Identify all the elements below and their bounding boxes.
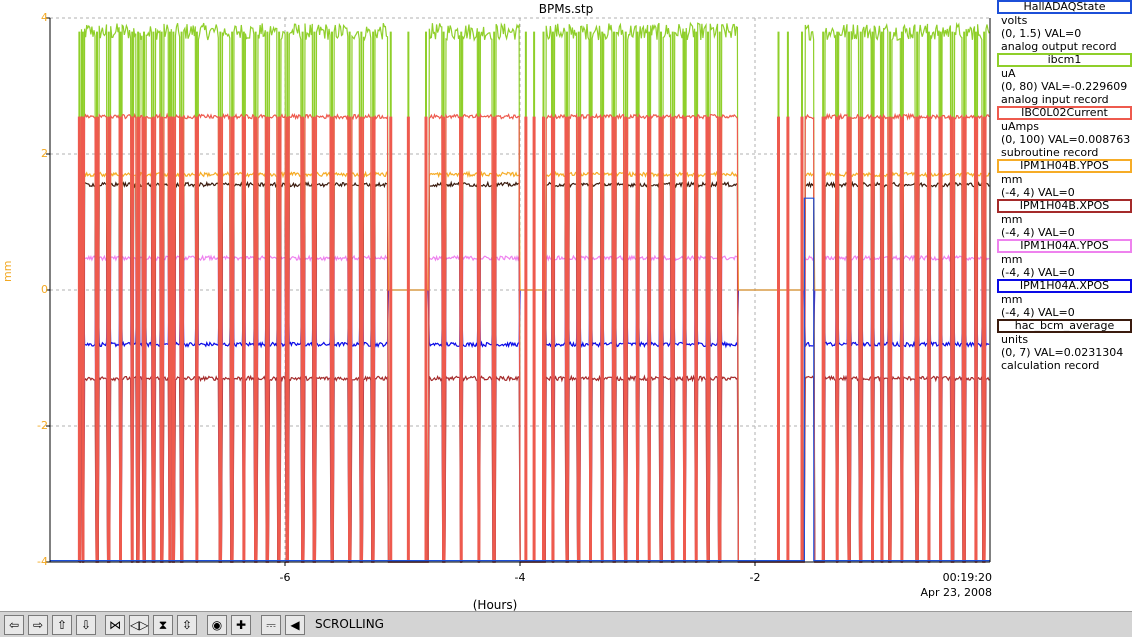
x-end-date-label: Apr 23, 2008 <box>920 586 992 599</box>
legend-series-name[interactable]: IPM1H04A.XPOS <box>997 279 1132 293</box>
strip-chart[interactable] <box>0 0 1132 611</box>
legend-entry[interactable]: ibcm1 uA (0, 80) VAL=-0.229609 analog input… <box>997 53 1132 106</box>
tick-marks <box>46 17 756 566</box>
zoom-in-y-button[interactable]: ⧗ <box>153 615 173 635</box>
zoom-out-x-button[interactable]: ◁▷ <box>129 615 149 635</box>
legend-series-name[interactable]: IPM1H04A.YPOS <box>997 239 1132 253</box>
legend-range-value: (-4, 4) VAL=0 <box>1001 266 1075 279</box>
legend-entry[interactable]: IPM1H04A.XPOS mm (-4, 4) VAL=0 <box>997 279 1132 319</box>
x-tick-label: -2 <box>749 571 761 584</box>
chart-title: BPMs.stp <box>538 2 594 16</box>
legend-range-value: (-4, 4) VAL=0 <box>1001 226 1075 239</box>
legend-entry[interactable]: hac_bcm_average units (0, 7) VAL=0.0231304… <box>997 319 1132 372</box>
back-button[interactable]: ◀ <box>285 615 305 635</box>
x-tick-label: -4 <box>514 571 526 584</box>
legend-units: uA <box>1001 67 1016 80</box>
y-tick-label: 2 <box>41 147 48 160</box>
legend-entry[interactable]: IBC0L02Current uAmps (0, 100) VAL=0.008763… <box>997 106 1132 159</box>
legend-range-value: (0, 80) VAL=-0.229609 <box>1001 80 1128 93</box>
legend-units: mm <box>1001 213 1023 226</box>
legend-range-value: (-4, 4) VAL=0 <box>1001 306 1075 319</box>
legend-entry[interactable]: IPM1H04B.XPOS mm (-4, 4) VAL=0 <box>997 199 1132 239</box>
legend-series-name[interactable]: IPM1H04B.XPOS <box>997 199 1132 213</box>
print-button[interactable]: ⎓ <box>261 615 281 635</box>
scroll-up-button[interactable]: ⇧ <box>52 615 72 635</box>
y-tick-label: 4 <box>41 11 48 24</box>
legend: HallADAQState volts (0, 1.5) VAL=0 analog o… <box>997 0 1132 380</box>
legend-units: mm <box>1001 253 1023 266</box>
y-tick-label: 0 <box>41 283 48 296</box>
legend-series-name[interactable]: IBC0L02Current <box>997 106 1132 120</box>
legend-units: mm <box>1001 173 1023 186</box>
y-tick-label: -4 <box>37 555 48 568</box>
legend-entry[interactable]: HallADAQState volts (0, 1.5) VAL=0 analog o… <box>997 0 1132 53</box>
legend-entry[interactable]: IPM1H04B.YPOS mm (-4, 4) VAL=0 <box>997 159 1132 199</box>
auto-scale-button[interactable]: ◉ <box>207 615 227 635</box>
legend-range-value: (0, 1.5) VAL=0 <box>1001 27 1082 40</box>
legend-series-name[interactable]: IPM1H04B.YPOS <box>997 159 1132 173</box>
scroll-left-button[interactable]: ⇦ <box>4 615 24 635</box>
x-tick-label: -6 <box>279 571 291 584</box>
x-end-time-label: 00:19:20 <box>942 571 992 584</box>
legend-entry[interactable]: IPM1H04A.YPOS mm (-4, 4) VAL=0 <box>997 239 1132 279</box>
legend-units: uAmps <box>1001 120 1039 133</box>
scroll-right-button[interactable]: ⇨ <box>28 615 48 635</box>
scroll-down-button[interactable]: ⇩ <box>76 615 96 635</box>
legend-range-value: (-4, 4) VAL=0 <box>1001 186 1075 199</box>
legend-series-name[interactable]: HallADAQState <box>997 0 1132 14</box>
zoom-in-x-button[interactable]: ⋈ <box>105 615 125 635</box>
legend-units: volts <box>1001 14 1028 27</box>
toolbar: ⇦ ⇨ ⇧ ⇩ ⋈ ◁▷ ⧗ ⇳ ◉ ✚ ⎓ ◀ SCROLLING <box>0 611 1132 637</box>
legend-series-name[interactable]: ibcm1 <box>997 53 1132 67</box>
legend-record: calculation record <box>1001 359 1100 372</box>
legend-series-name[interactable]: hac_bcm_average <box>997 319 1132 333</box>
series-line-halladaqstate <box>50 197 990 562</box>
legend-range-value: (0, 7) VAL=0.0231304 <box>1001 346 1124 359</box>
legend-units: units <box>1001 333 1029 346</box>
x-axis-label: (Hours) <box>472 598 518 612</box>
legend-record: analog output record <box>1001 40 1117 53</box>
zoom-out-y-button[interactable]: ⇳ <box>177 615 197 635</box>
legend-record: subroutine record <box>1001 146 1099 159</box>
y-tick-label: -2 <box>37 419 48 432</box>
y-axis-label: mm <box>1 260 14 282</box>
legend-record: analog input record <box>1001 93 1109 106</box>
legend-range-value: (0, 100) VAL=0.008763 <box>1001 133 1131 146</box>
status-text: SCROLLING <box>315 617 384 631</box>
legend-units: mm <box>1001 293 1023 306</box>
add-button[interactable]: ✚ <box>231 615 251 635</box>
